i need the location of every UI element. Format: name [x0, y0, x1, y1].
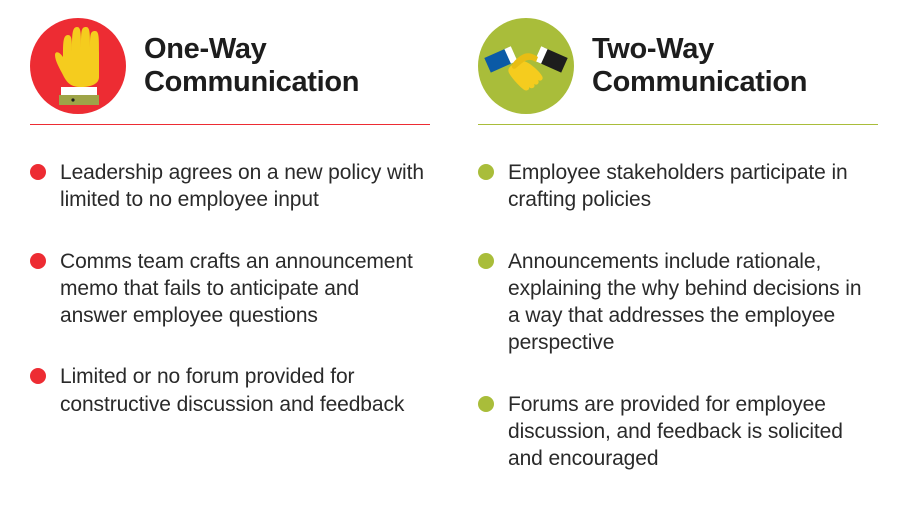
bullet-item: Limited or no forum provided for constru… — [30, 363, 430, 418]
bullet-dot — [478, 164, 494, 180]
bullet-text: Announcements include rationale, explain… — [508, 248, 878, 357]
title-line1: One-Way — [144, 33, 267, 65]
bullet-text: Comms team crafts an announcement memo t… — [60, 248, 430, 330]
bullet-item: Forums are provided for employee discuss… — [478, 391, 878, 473]
bullet-text: Employee stakeholders participate in cra… — [508, 159, 878, 214]
bullet-dot — [30, 368, 46, 384]
bullet-dot — [478, 253, 494, 269]
title-line1: Two-Way — [592, 33, 714, 65]
bullet-text: Forums are provided for employee discuss… — [508, 391, 878, 473]
two-way-column: Two-Way Communication Employee stakehold… — [478, 18, 878, 494]
title-line2: Communication — [144, 66, 359, 98]
hand-shape — [55, 27, 99, 87]
one-way-title: One-Way Communication — [144, 33, 359, 100]
one-way-header: One-Way Communication — [30, 18, 430, 125]
button-dot — [71, 98, 74, 101]
title-line2: Communication — [592, 66, 807, 98]
one-way-column: One-Way Communication Leadership agrees … — [30, 18, 430, 494]
one-way-bullets: Leadership agrees on a new policy with l… — [30, 159, 430, 418]
bullet-dot — [30, 164, 46, 180]
bullet-item: Comms team crafts an announcement memo t… — [30, 248, 430, 330]
two-way-header: Two-Way Communication — [478, 18, 878, 125]
two-way-title: Two-Way Communication — [592, 33, 807, 100]
sleeve — [59, 95, 99, 105]
bullet-item: Announcements include rationale, explain… — [478, 248, 878, 357]
stop-hand-icon — [30, 18, 126, 114]
bullet-dot — [478, 396, 494, 412]
handshake-icon — [478, 18, 574, 114]
bullet-item: Leadership agrees on a new policy with l… — [30, 159, 430, 214]
bullet-text: Leadership agrees on a new policy with l… — [60, 159, 430, 214]
bullet-text: Limited or no forum provided for constru… — [60, 363, 430, 418]
cuff — [61, 87, 97, 95]
bullet-item: Employee stakeholders participate in cra… — [478, 159, 878, 214]
bullet-dot — [30, 253, 46, 269]
two-way-bullets: Employee stakeholders participate in cra… — [478, 159, 878, 473]
